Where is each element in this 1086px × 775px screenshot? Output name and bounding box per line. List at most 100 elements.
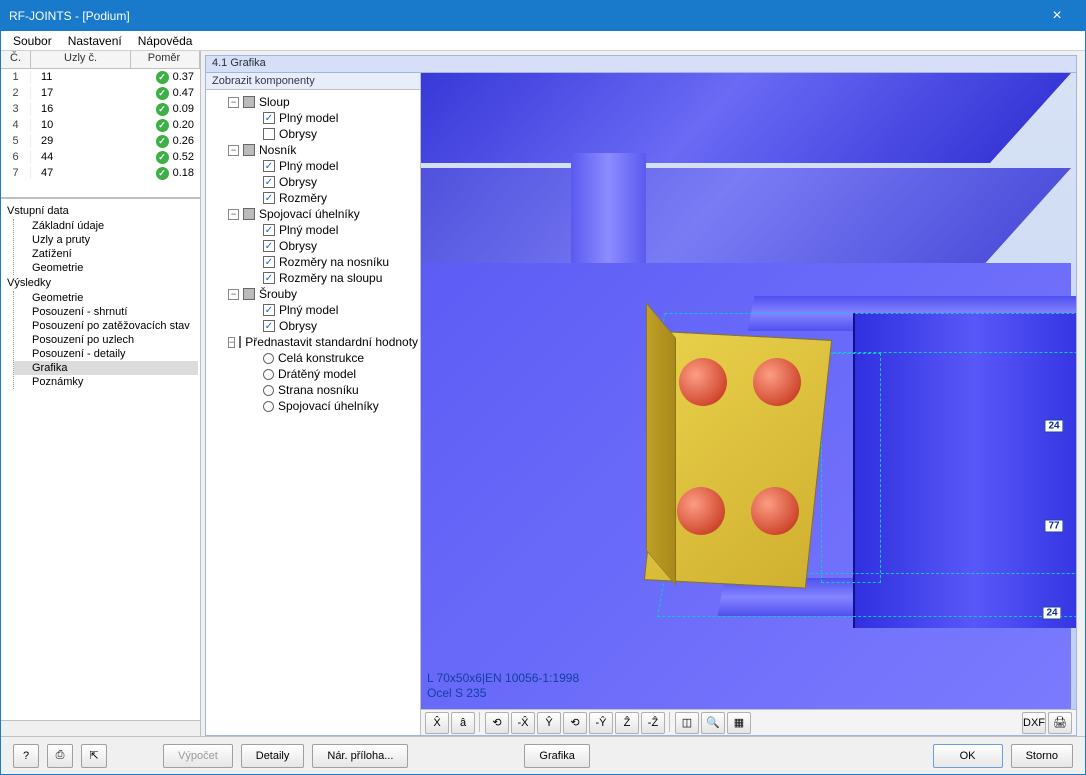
calc-button[interactable]: Výpočet bbox=[163, 744, 233, 768]
nav-item[interactable]: Posouzení - shrnutí bbox=[14, 305, 198, 319]
nav-item[interactable]: Geometrie bbox=[14, 261, 198, 275]
expander-icon[interactable]: − bbox=[228, 97, 239, 108]
tree-item[interactable]: ✓Obrysy bbox=[208, 318, 418, 334]
checkbox[interactable]: ✓ bbox=[263, 240, 275, 252]
tree-group[interactable]: −Přednastavit standardní hodnoty bbox=[208, 334, 418, 350]
titlebar: RF-JOINTS - [Podium] × bbox=[1, 1, 1085, 31]
expander-icon[interactable]: − bbox=[228, 289, 239, 300]
view-tool-button[interactable]: 🔍 bbox=[701, 712, 725, 734]
tree-group[interactable]: −Šrouby bbox=[208, 286, 418, 302]
tree-item[interactable]: Drátěný model bbox=[208, 366, 418, 382]
view-tool-button[interactable]: Ẑ bbox=[615, 712, 639, 734]
menu-file[interactable]: Soubor bbox=[5, 32, 60, 50]
table-row[interactable]: 111✓0.37 bbox=[1, 69, 200, 85]
view-tool-button[interactable]: DXF bbox=[1022, 712, 1046, 734]
expander-icon[interactable]: − bbox=[228, 337, 235, 348]
table-body[interactable]: 111✓0.37217✓0.47316✓0.09410✓0.20529✓0.26… bbox=[1, 69, 200, 199]
checkbox[interactable]: ✓ bbox=[263, 256, 275, 268]
nav-item[interactable]: Poznámky bbox=[14, 375, 198, 389]
checkbox[interactable]: ✓ bbox=[263, 304, 275, 316]
view-tool-button[interactable]: 🖨 bbox=[1048, 712, 1072, 734]
tree-item[interactable]: Spojovací úhelníky bbox=[208, 398, 418, 414]
tree-item[interactable]: ✓Plný model bbox=[208, 302, 418, 318]
tree-item[interactable]: ✓Plný model bbox=[208, 158, 418, 174]
checkbox[interactable]: ✓ bbox=[263, 112, 275, 124]
left-hscroll[interactable] bbox=[1, 720, 200, 736]
annex-button[interactable]: Nár. příloha... bbox=[312, 744, 408, 768]
tree-item[interactable]: Strana nosníku bbox=[208, 382, 418, 398]
view-tool-button[interactable]: Ŷ bbox=[537, 712, 561, 734]
tree-item[interactable]: ✓Rozměry bbox=[208, 190, 418, 206]
checkbox-tri[interactable] bbox=[243, 288, 255, 300]
view-tool-button[interactable]: ▦ bbox=[727, 712, 751, 734]
table-row[interactable]: 410✓0.20 bbox=[1, 117, 200, 133]
ok-button[interactable]: OK bbox=[933, 744, 1003, 768]
tree-item[interactable]: Celá konstrukce bbox=[208, 350, 418, 366]
view-tool-button[interactable]: â bbox=[451, 712, 475, 734]
tree-item[interactable]: ✓Rozměry na nosníku bbox=[208, 254, 418, 270]
table-row[interactable]: 316✓0.09 bbox=[1, 101, 200, 117]
view-tool-button[interactable]: ◫ bbox=[675, 712, 699, 734]
help-button[interactable]: ? bbox=[13, 744, 39, 768]
nav-item[interactable]: Posouzení po zatěžovacích stav bbox=[14, 319, 198, 333]
tree-item[interactable]: ✓Rozměry na sloupu bbox=[208, 270, 418, 286]
radio[interactable] bbox=[263, 353, 274, 364]
import-button[interactable]: ⇱ bbox=[81, 744, 107, 768]
right-area: 4.1 Grafika Zobrazit komponenty −Sloup✓P… bbox=[201, 51, 1085, 736]
tree-item[interactable]: ✓Plný model bbox=[208, 110, 418, 126]
radio[interactable] bbox=[263, 369, 274, 380]
details-button[interactable]: Detaily bbox=[241, 744, 305, 768]
3d-canvas[interactable]: L 70x50x6|EN 10056-1:1998Ocel S 235 1868… bbox=[421, 73, 1076, 709]
graphics-button[interactable]: Grafika bbox=[524, 744, 589, 768]
view-tool-button[interactable]: ⟲ bbox=[485, 712, 509, 734]
table-row[interactable]: 529✓0.26 bbox=[1, 133, 200, 149]
checkbox-tri[interactable] bbox=[243, 144, 255, 156]
nav-item[interactable]: Uzly a pruty bbox=[14, 233, 198, 247]
table-row[interactable]: 747✓0.18 bbox=[1, 165, 200, 181]
export-button[interactable]: ⎙ bbox=[47, 744, 73, 768]
close-icon[interactable]: × bbox=[1037, 7, 1077, 25]
component-tree-body[interactable]: −Sloup✓Plný modelObrysy−Nosník✓Plný mode… bbox=[206, 90, 420, 735]
checkbox[interactable]: ✓ bbox=[263, 160, 275, 172]
table-row[interactable]: 644✓0.52 bbox=[1, 149, 200, 165]
menu-help[interactable]: Nápověda bbox=[130, 32, 201, 50]
check-ok-icon: ✓ bbox=[156, 119, 169, 132]
checkbox[interactable]: ✓ bbox=[263, 192, 275, 204]
nav-item[interactable]: Grafika bbox=[14, 361, 198, 375]
checkbox[interactable]: ✓ bbox=[263, 320, 275, 332]
view-tool-button[interactable]: -Ŷ bbox=[589, 712, 613, 734]
expander-icon[interactable]: − bbox=[228, 145, 239, 156]
view-tool-button[interactable]: -Ẑ bbox=[641, 712, 665, 734]
nav-item[interactable]: Základní údaje bbox=[14, 219, 198, 233]
menu-settings[interactable]: Nastavení bbox=[60, 32, 130, 50]
nav-item[interactable]: Geometrie bbox=[14, 291, 198, 305]
nav-item[interactable]: Posouzení - detaily bbox=[14, 347, 198, 361]
dash-3 bbox=[821, 353, 881, 583]
tree-item[interactable]: ✓Plný model bbox=[208, 222, 418, 238]
view-tool-button[interactable]: -X̂ bbox=[511, 712, 535, 734]
cancel-button[interactable]: Storno bbox=[1011, 744, 1073, 768]
tree-group[interactable]: −Spojovací úhelníky bbox=[208, 206, 418, 222]
radio[interactable] bbox=[263, 385, 274, 396]
checkbox[interactable]: ✓ bbox=[263, 272, 275, 284]
checkbox-tri[interactable] bbox=[243, 96, 255, 108]
checkbox-tri[interactable] bbox=[239, 336, 241, 348]
tree-group[interactable]: −Nosník bbox=[208, 142, 418, 158]
expander-icon[interactable]: − bbox=[228, 209, 239, 220]
checkbox[interactable] bbox=[263, 128, 275, 140]
tree-item[interactable]: ✓Obrysy bbox=[208, 174, 418, 190]
tree-item[interactable]: Obrysy bbox=[208, 126, 418, 142]
bolt-2 bbox=[753, 358, 801, 406]
checkbox[interactable]: ✓ bbox=[263, 176, 275, 188]
check-ok-icon: ✓ bbox=[156, 151, 169, 164]
nav-item[interactable]: Zatížení bbox=[14, 247, 198, 261]
radio[interactable] bbox=[263, 401, 274, 412]
view-tool-button[interactable]: X̂ bbox=[425, 712, 449, 734]
checkbox[interactable]: ✓ bbox=[263, 224, 275, 236]
checkbox-tri[interactable] bbox=[243, 208, 255, 220]
tree-item[interactable]: ✓Obrysy bbox=[208, 238, 418, 254]
nav-item[interactable]: Posouzení po uzlech bbox=[14, 333, 198, 347]
table-row[interactable]: 217✓0.47 bbox=[1, 85, 200, 101]
tree-group[interactable]: −Sloup bbox=[208, 94, 418, 110]
view-tool-button[interactable]: ⟲ bbox=[563, 712, 587, 734]
